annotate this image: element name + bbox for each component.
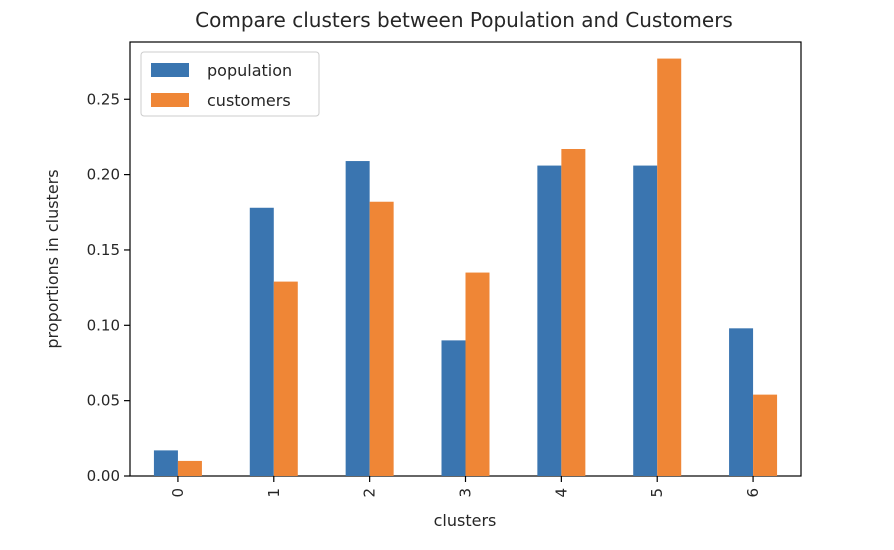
bar-customers-5 [657,58,682,477]
y-tick-label: 0.00 [87,467,120,485]
chart-title: Compare clusters between Population and … [195,8,733,32]
bar-customers-2 [369,201,394,476]
bar-population-5 [633,165,658,476]
legend-label-population: population [207,61,292,80]
y-axis-label: proportions in clusters [43,169,62,348]
x-axis-label: clusters [434,511,497,530]
bar-population-1 [249,207,274,476]
x-tick-label: 3 [457,488,475,498]
bar-customers-0 [177,460,202,476]
bar-population-4 [537,165,562,476]
bar-population-0 [153,450,178,476]
y-tick-label: 0.25 [87,90,120,108]
bar-customers-3 [465,272,490,476]
bar-customers-1 [273,281,298,476]
x-axis: 0 1 2 3 4 5 6 [169,476,762,498]
bars-layer [153,58,778,477]
bar-customers-6 [753,394,778,476]
legend: population customers [140,51,320,117]
legend-label-customers: customers [207,91,291,110]
bar-customers-4 [561,148,586,477]
x-tick-label: 2 [361,488,379,498]
x-tick-label: 1 [265,488,283,498]
y-axis: 0.00 0.05 0.10 0.15 0.20 0.25 [87,90,130,485]
bar-population-3 [441,340,466,476]
y-tick-label: 0.05 [87,392,120,410]
bar-population-6 [729,328,754,476]
legend-swatch-customers [151,93,189,107]
y-tick-label: 0.15 [87,241,120,259]
legend-swatch-population [151,63,189,77]
x-tick-label: 6 [744,488,762,498]
bar-population-2 [345,161,370,476]
x-tick-label: 4 [552,488,570,498]
x-tick-label: 5 [648,488,666,498]
y-tick-label: 0.20 [87,166,120,184]
y-tick-label: 0.10 [87,316,120,334]
x-tick-label: 0 [169,488,187,498]
